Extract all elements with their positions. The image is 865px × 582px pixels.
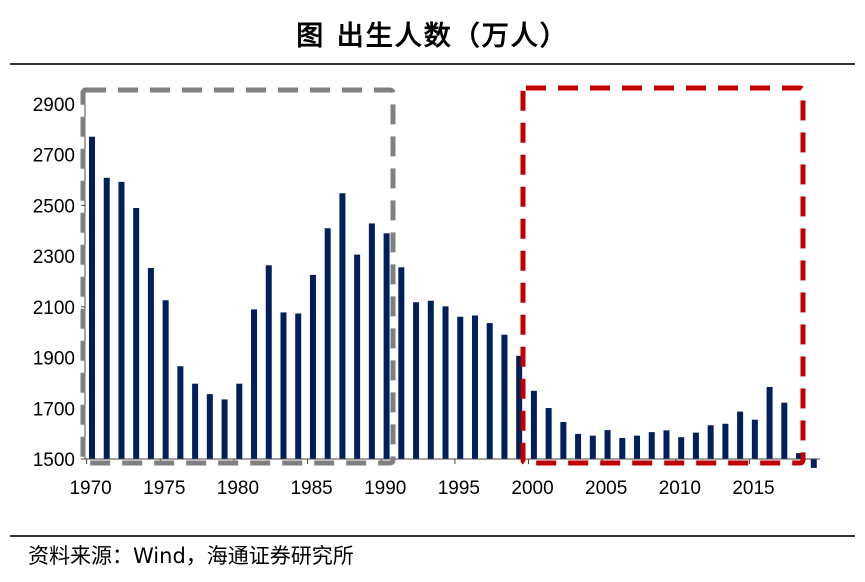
bar-1983: [280, 312, 287, 459]
bar-2000: [530, 390, 537, 459]
y-tick-label: 2900: [33, 95, 75, 116]
footer-divider: [10, 535, 855, 537]
bar-1981: [251, 309, 258, 459]
bar-1974: [147, 268, 154, 459]
bar-1997: [486, 323, 493, 459]
x-tick-label: 2010: [659, 478, 701, 499]
bar-2001: [545, 408, 552, 459]
bar-2008: [648, 432, 655, 459]
bar-2002: [560, 421, 567, 459]
bar-1985: [309, 274, 316, 459]
bar-1995: [457, 316, 464, 459]
y-tick-label: 1900: [33, 349, 75, 370]
bar-1970: [89, 136, 95, 460]
bar-2015: [751, 419, 758, 459]
bar-1998: [501, 334, 508, 459]
bar-1980: [236, 383, 243, 459]
bar-1990: [383, 233, 390, 459]
bar-1999: [516, 355, 523, 459]
y-tick-label: 2500: [33, 196, 75, 217]
bar-1987: [339, 193, 346, 459]
bar-1992: [413, 302, 420, 459]
bar-2004: [589, 435, 596, 459]
bar-2016: [766, 386, 773, 459]
bar-1991: [398, 267, 405, 459]
bar-1996: [471, 315, 478, 459]
bar-2005: [604, 430, 611, 459]
y-tick-label: 2100: [33, 298, 75, 319]
bar-2009: [663, 430, 670, 459]
bar-2011: [692, 432, 699, 459]
highlight-box-1970-1990: [80, 87, 396, 466]
bar-2013: [722, 423, 729, 459]
y-tick-label: 1500: [33, 450, 75, 471]
x-tick-label: 1970: [69, 478, 111, 499]
bar-2012: [707, 425, 714, 459]
bar-1971: [103, 177, 110, 459]
bar-2007: [634, 435, 641, 459]
bar-2006: [619, 437, 626, 459]
bar-1988: [354, 254, 361, 459]
bar-1986: [324, 228, 331, 459]
y-tick-label: 1700: [33, 399, 75, 420]
x-tick-label: 1990: [364, 478, 406, 499]
y-tick-label: 2300: [33, 247, 75, 268]
x-tick-label: 1985: [290, 478, 332, 499]
bar-2017: [781, 402, 788, 459]
chart-title: 图 出生人数（万人）: [296, 21, 569, 52]
bar-1977: [192, 383, 199, 459]
bar-1976: [177, 366, 184, 459]
bar-2014: [737, 411, 744, 459]
bar-2010: [678, 437, 685, 459]
x-tick-label: 2000: [511, 478, 553, 499]
bar-1994: [442, 306, 449, 459]
y-tick-label: 2700: [33, 146, 75, 167]
title-divider: [10, 63, 855, 65]
x-tick-label: 2005: [585, 478, 627, 499]
x-tick-label: 2015: [732, 478, 774, 499]
highlight-box-2000-2018: [520, 85, 806, 466]
bar-2019: [810, 459, 817, 468]
bar-2018: [796, 453, 803, 459]
bar-1978: [206, 394, 213, 459]
x-tick-label: 1980: [217, 478, 259, 499]
bar-1979: [221, 399, 228, 459]
bar-1989: [368, 223, 375, 459]
x-tick-label: 1975: [143, 478, 185, 499]
bar-1984: [295, 313, 302, 459]
bar-1973: [133, 207, 140, 459]
source-note: 资料来源：Wind，海通证券研究所: [28, 544, 354, 568]
bar-1975: [162, 300, 169, 459]
bar-1972: [118, 181, 125, 459]
bar-2003: [575, 433, 582, 459]
bar-1982: [265, 265, 272, 459]
bar-1993: [427, 300, 434, 459]
bar-chart: 1500 1700 1900 2100 2300 2500 2700 2900 1970 1975…: [33, 85, 820, 499]
x-tick-label: 1995: [438, 478, 480, 499]
